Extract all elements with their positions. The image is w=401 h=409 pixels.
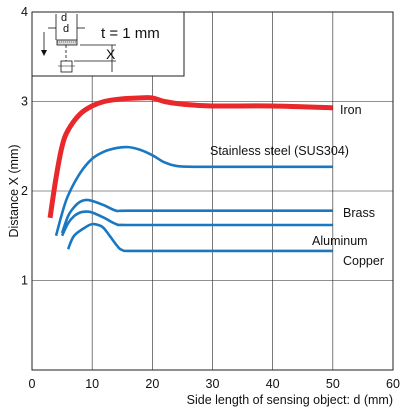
x-axis-label: Side length of sensing object: d (mm) bbox=[187, 393, 393, 407]
plot-frame bbox=[31, 11, 394, 371]
series-line-iron bbox=[47, 95, 333, 219]
thickness-arrow-head bbox=[41, 50, 47, 56]
series-label-brass: Brass bbox=[343, 206, 375, 220]
thickness-label: t = 1 mm bbox=[101, 25, 160, 42]
x-tick-label-50: 50 bbox=[326, 377, 340, 391]
x-tick-label-0: 0 bbox=[29, 377, 36, 391]
y-tick-label-4: 4 bbox=[21, 5, 28, 19]
x-tick-labels: 0 10 20 30 40 50 60 bbox=[29, 377, 400, 391]
x-tick-label-20: 20 bbox=[145, 377, 159, 391]
sensing-setup-diagram: d d t = 1 mm X bbox=[31, 11, 185, 77]
inset-box bbox=[31, 11, 185, 77]
series-label-iron: Iron bbox=[340, 103, 362, 117]
x-tick-label-30: 30 bbox=[206, 377, 220, 391]
series-label-aluminum: Aluminum bbox=[312, 234, 368, 248]
y-tick-label-3: 3 bbox=[21, 95, 28, 109]
series-line-brass bbox=[60, 198, 333, 234]
y-tick-label-2: 2 bbox=[21, 184, 28, 198]
y-tick-labels: 1 2 3 4 bbox=[21, 5, 28, 288]
sensor-body bbox=[60, 60, 73, 73]
sensing-object-plate bbox=[56, 39, 78, 46]
series-line-stainless-steel-sus304 bbox=[54, 145, 333, 237]
distance-x-label: X bbox=[106, 46, 116, 62]
y-axis-label: Distance X (mm) bbox=[7, 144, 21, 237]
d-label-inner: d bbox=[63, 23, 69, 35]
series-line-aluminum bbox=[60, 210, 333, 237]
series-line-copper bbox=[66, 222, 333, 253]
x-tick-label-10: 10 bbox=[85, 377, 99, 391]
series-layer bbox=[47, 95, 333, 253]
d-label: d bbox=[61, 12, 67, 24]
x-tick-label-40: 40 bbox=[266, 377, 280, 391]
series-label-copper: Copper bbox=[343, 254, 384, 268]
y-tick-label-1: 1 bbox=[21, 274, 28, 288]
series-label-stainless-steel-sus304: Stainless steel (SUS304) bbox=[210, 144, 349, 158]
series-labels: Iron Stainless steel (SUS304) Brass Aluminu… bbox=[210, 103, 384, 268]
x-tick-label-60: 60 bbox=[386, 377, 400, 391]
